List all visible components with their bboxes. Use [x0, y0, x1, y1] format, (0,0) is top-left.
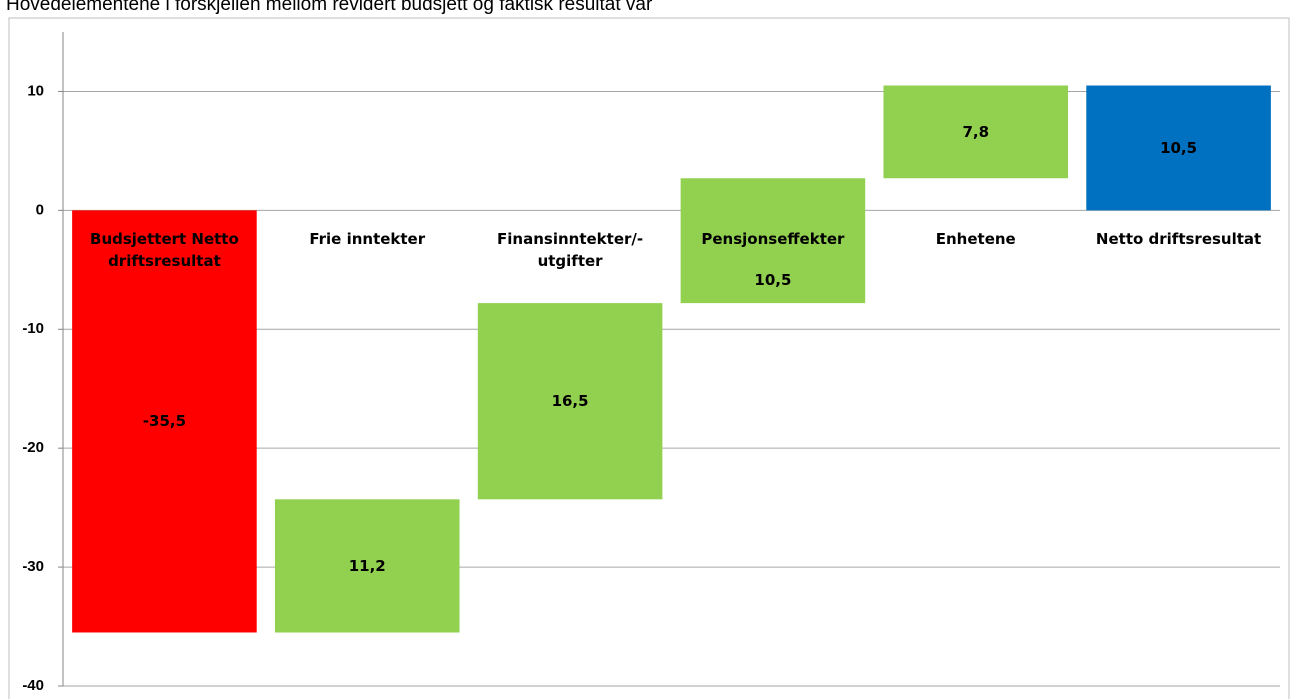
chart-title: Hovedelementene i forskjellen mellom rev…	[6, 0, 653, 15]
bar	[1086, 85, 1271, 211]
bar	[477, 303, 663, 500]
category-label: Enhetene	[935, 230, 1016, 249]
chart-frame	[8, 17, 1290, 699]
y-tick-label: -40	[22, 677, 44, 694]
value-label: 7,8	[962, 122, 990, 141]
category-label: Frie inntekter	[309, 230, 426, 249]
value-label: 10,5	[754, 271, 792, 290]
bar	[680, 178, 866, 304]
category-label: Pensjonseffekter	[701, 230, 845, 249]
y-tick-label: 10	[27, 82, 44, 99]
category-label: Finansinntekter/-utgifter	[497, 230, 644, 271]
y-tick-label: -20	[22, 439, 44, 456]
category-label: Netto driftsresultat	[1095, 230, 1262, 249]
value-label: 10,5	[1160, 138, 1198, 157]
value-label: 11,2	[348, 556, 386, 575]
y-tick-label: 0	[36, 201, 44, 218]
category-label: Budsjettert Netto driftsresultat	[90, 230, 239, 271]
y-tick-label: -10	[22, 320, 44, 337]
bar	[883, 85, 1069, 179]
bar	[72, 210, 257, 633]
value-label: 16,5	[551, 392, 589, 411]
y-tick-label: -30	[22, 558, 44, 575]
bar	[274, 499, 460, 633]
value-label: -35,5	[142, 412, 187, 431]
